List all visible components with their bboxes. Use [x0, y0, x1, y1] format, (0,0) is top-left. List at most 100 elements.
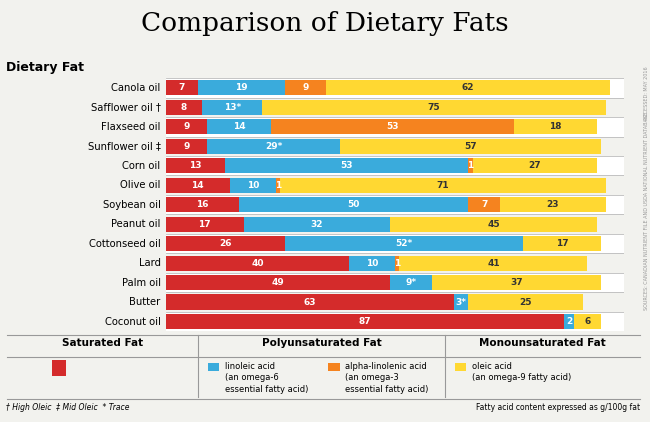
Text: Polyunsaturated Fat: Polyunsaturated Fat	[262, 338, 382, 348]
Bar	[166, 236, 285, 251]
Text: Flaxseed oil: Flaxseed oil	[101, 122, 161, 132]
Bar	[166, 176, 624, 195]
Text: Butter: Butter	[129, 297, 161, 307]
Bar	[230, 178, 276, 193]
Text: 17: 17	[556, 239, 569, 248]
Text: 23: 23	[547, 200, 559, 209]
Text: alpha-linolenic acid
(an omega-3
essential fatty acid): alpha-linolenic acid (an omega-3 essenti…	[345, 362, 428, 394]
Text: Soybean oil: Soybean oil	[103, 200, 161, 210]
Text: Cottonseed oil: Cottonseed oil	[89, 238, 161, 249]
Text: 14: 14	[192, 181, 204, 190]
Text: 32: 32	[311, 219, 323, 229]
Text: 75: 75	[428, 103, 440, 112]
Bar	[239, 197, 468, 212]
Text: 9: 9	[183, 122, 190, 131]
Text: Canola oil: Canola oil	[111, 83, 161, 93]
Text: 1: 1	[467, 161, 474, 170]
Bar	[523, 236, 601, 251]
Text: Dietary Fat: Dietary Fat	[6, 61, 84, 74]
Bar	[454, 295, 468, 310]
Bar	[166, 80, 198, 95]
Bar	[207, 139, 340, 154]
Text: Coconut oil: Coconut oil	[105, 316, 161, 327]
Bar	[198, 80, 285, 95]
Text: Safflower oil †: Safflower oil †	[90, 102, 161, 112]
Bar	[280, 178, 606, 193]
Text: Olive oil: Olive oil	[120, 180, 161, 190]
Bar	[166, 216, 244, 232]
Bar	[285, 236, 523, 251]
Bar	[276, 178, 280, 193]
Text: Peanut oil: Peanut oil	[111, 219, 161, 229]
Bar	[226, 158, 468, 173]
Text: 62: 62	[462, 83, 474, 92]
Bar	[468, 197, 500, 212]
Text: 49: 49	[272, 278, 285, 287]
Text: Fatty acid content expressed as g/100g fat: Fatty acid content expressed as g/100g f…	[476, 403, 640, 412]
Text: 13: 13	[189, 161, 202, 170]
Text: 71: 71	[437, 181, 449, 190]
Bar	[166, 295, 454, 310]
Bar	[166, 292, 624, 312]
Text: 41: 41	[487, 259, 500, 268]
Text: 9*: 9*	[406, 278, 417, 287]
Text: ACCESSED: MAY 2016: ACCESSED: MAY 2016	[644, 66, 649, 120]
Bar	[166, 197, 239, 212]
Text: 10: 10	[366, 259, 378, 268]
Text: 40: 40	[251, 259, 264, 268]
Text: 27: 27	[528, 161, 541, 170]
Text: 45: 45	[487, 219, 500, 229]
Bar	[166, 253, 624, 273]
Bar	[166, 314, 564, 329]
Bar	[166, 117, 624, 136]
Text: Corn oil: Corn oil	[122, 161, 161, 171]
Text: 37: 37	[510, 278, 523, 287]
Bar	[166, 178, 230, 193]
Text: 87: 87	[359, 317, 371, 326]
Text: 3*: 3*	[456, 298, 467, 306]
Bar	[166, 119, 207, 134]
Text: 1: 1	[275, 181, 281, 190]
Text: 7: 7	[481, 200, 488, 209]
Bar	[166, 273, 624, 292]
Bar	[285, 80, 326, 95]
Text: 53: 53	[341, 161, 353, 170]
Bar	[400, 255, 588, 271]
Bar	[166, 97, 624, 117]
Text: 18: 18	[549, 122, 562, 131]
Text: 26: 26	[219, 239, 231, 248]
Bar	[468, 158, 473, 173]
Bar	[166, 255, 349, 271]
Bar	[473, 158, 597, 173]
Text: Palm oil: Palm oil	[122, 278, 161, 287]
Bar	[166, 156, 624, 176]
Bar	[395, 255, 400, 271]
Bar	[166, 139, 207, 154]
Text: Sunflower oil ‡: Sunflower oil ‡	[88, 141, 161, 151]
Bar	[271, 119, 514, 134]
Text: 6: 6	[584, 317, 590, 326]
Text: Comparison of Dietary Fats: Comparison of Dietary Fats	[141, 11, 509, 35]
Bar	[500, 197, 606, 212]
Bar	[340, 139, 601, 154]
Bar	[166, 100, 202, 115]
Bar	[202, 100, 262, 115]
Bar	[166, 312, 624, 331]
Text: oleic acid
(an omega-9 fatty acid): oleic acid (an omega-9 fatty acid)	[472, 362, 571, 382]
Text: 9: 9	[183, 142, 190, 151]
Bar	[349, 255, 395, 271]
Bar	[262, 100, 606, 115]
Text: 50: 50	[348, 200, 360, 209]
Text: 53: 53	[386, 122, 399, 131]
Bar	[166, 275, 390, 290]
Text: 25: 25	[519, 298, 532, 306]
Bar	[390, 275, 432, 290]
Text: linoleic acid
(an omega-6
essential fatty acid): linoleic acid (an omega-6 essential fatt…	[225, 362, 308, 394]
Bar	[166, 136, 624, 156]
Text: 57: 57	[464, 142, 477, 151]
Bar	[468, 295, 583, 310]
Bar	[166, 214, 624, 234]
Text: 19: 19	[235, 83, 248, 92]
Text: 10: 10	[246, 181, 259, 190]
Text: 2: 2	[566, 317, 572, 326]
